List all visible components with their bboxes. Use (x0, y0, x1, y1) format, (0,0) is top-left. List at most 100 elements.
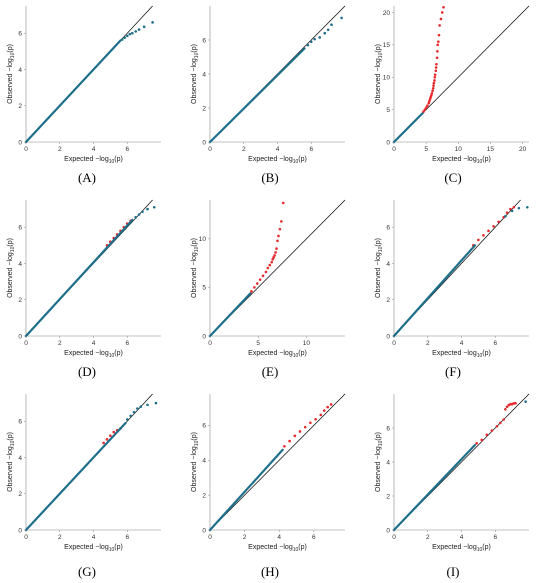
qq-point (524, 400, 527, 403)
qq-point (436, 43, 440, 47)
y-tick-label: 4 (386, 459, 390, 466)
qq-point (273, 254, 276, 257)
qq-point (125, 418, 129, 421)
qq-point (277, 234, 280, 238)
qq-dense-points-band (392, 244, 477, 338)
x-tick-label: 6 (125, 340, 129, 347)
qq-point (502, 418, 505, 421)
panel-label: (I) (447, 564, 460, 579)
x-tick-label: 0 (392, 146, 396, 153)
y-axis-label: Observed −log10(p) (375, 44, 384, 104)
y-tick-label: 2 (18, 297, 22, 304)
qq-point (482, 234, 485, 237)
qq-point (309, 421, 312, 425)
x-tick-label: 0 (392, 534, 396, 541)
y-tick-label: 2 (386, 297, 390, 304)
y-tick-label: 0 (18, 333, 22, 340)
x-tick-label: 6 (312, 534, 316, 541)
y-axis-label: Observed −log10(p) (7, 238, 16, 298)
qq-point (485, 433, 489, 437)
qq-point (274, 251, 277, 254)
qq-point (134, 30, 137, 33)
qq-point (313, 37, 316, 41)
qq-point (319, 413, 323, 417)
qq-point (272, 256, 275, 259)
qq-point (136, 407, 139, 410)
qq-point (514, 402, 517, 405)
qq-point (475, 442, 478, 445)
qq-point (509, 207, 512, 211)
qq-point (142, 25, 146, 29)
y-tick-label: 6 (18, 225, 22, 232)
panel-label: (E) (262, 364, 279, 379)
qq-point (146, 403, 149, 407)
panel-label: (H) (261, 564, 279, 579)
x-tick-label: 4 (276, 146, 280, 153)
qq-point (505, 211, 509, 214)
qq-point (306, 43, 310, 47)
qq-point (309, 40, 313, 43)
y-tick-label: 4 (18, 455, 22, 462)
qq-point (440, 11, 444, 14)
y-tick-label: 15 (383, 42, 391, 49)
x-tick-label: 4 (460, 340, 464, 347)
qq-point (437, 33, 441, 37)
y-tick-label: 6 (386, 225, 390, 232)
y-axis-label: Observed −log10(p) (191, 238, 200, 298)
y-tick-label: 2 (386, 493, 390, 500)
y-tick-label: 10 (199, 236, 207, 243)
y-tick-label: 6 (18, 31, 22, 38)
y-tick-label: 4 (386, 261, 390, 268)
qq-point (430, 92, 434, 95)
qq-dense-points-band (24, 218, 134, 338)
qq-point (433, 75, 437, 79)
panel-label: (C) (444, 170, 461, 185)
qq-point (490, 429, 494, 432)
x-tick-label: 15 (487, 146, 495, 153)
x-tick-label: 2 (243, 534, 247, 541)
qq-point (270, 260, 274, 264)
y-axis-label: Observed −log10(p) (191, 44, 200, 104)
qq-point (495, 425, 499, 428)
y-tick-label: 0 (18, 527, 22, 534)
x-tick-label: 6 (125, 146, 129, 153)
qq-point (434, 66, 438, 69)
y-axis-label: Observed −log10(p) (191, 432, 200, 492)
y-tick-label: 4 (202, 71, 206, 78)
qq-point (512, 205, 516, 209)
qq-point (253, 286, 256, 289)
qq-point (102, 441, 105, 445)
qq-point (128, 32, 132, 36)
qq-point (125, 34, 129, 38)
qq-point (283, 445, 286, 448)
x-tick-label: 0 (208, 534, 212, 541)
x-tick-label: 4 (92, 340, 96, 347)
qq-point (129, 414, 132, 418)
y-tick-label: 5 (386, 107, 390, 114)
qq-point (432, 81, 436, 85)
qq-point (137, 213, 141, 216)
y-tick-label: 4 (202, 458, 206, 465)
x-tick-label: 0 (24, 340, 28, 347)
qq-point (139, 405, 143, 408)
qq-panel-5: 0 5 10 0 5 10 Expected −log10(p) Observed −log1… (191, 199, 346, 379)
y-tick-label: 0 (202, 527, 206, 534)
qq-point (434, 69, 438, 73)
y-tick-label: 0 (202, 333, 206, 340)
qq-point (330, 23, 333, 27)
qq-point (504, 408, 507, 411)
qq-point (517, 206, 521, 210)
qq-point (268, 263, 272, 267)
y-tick-label: 0 (386, 333, 390, 340)
qq-point (255, 282, 259, 285)
qq-point (497, 220, 500, 224)
y-tick-label: 2 (202, 105, 206, 112)
y-tick-label: 4 (18, 261, 22, 268)
qq-point (326, 28, 330, 32)
qq-point (131, 31, 134, 35)
y-tick-label: 4 (18, 67, 22, 74)
x-tick-label: 4 (277, 534, 281, 541)
qq-point (504, 215, 507, 218)
qq-point (134, 215, 137, 219)
